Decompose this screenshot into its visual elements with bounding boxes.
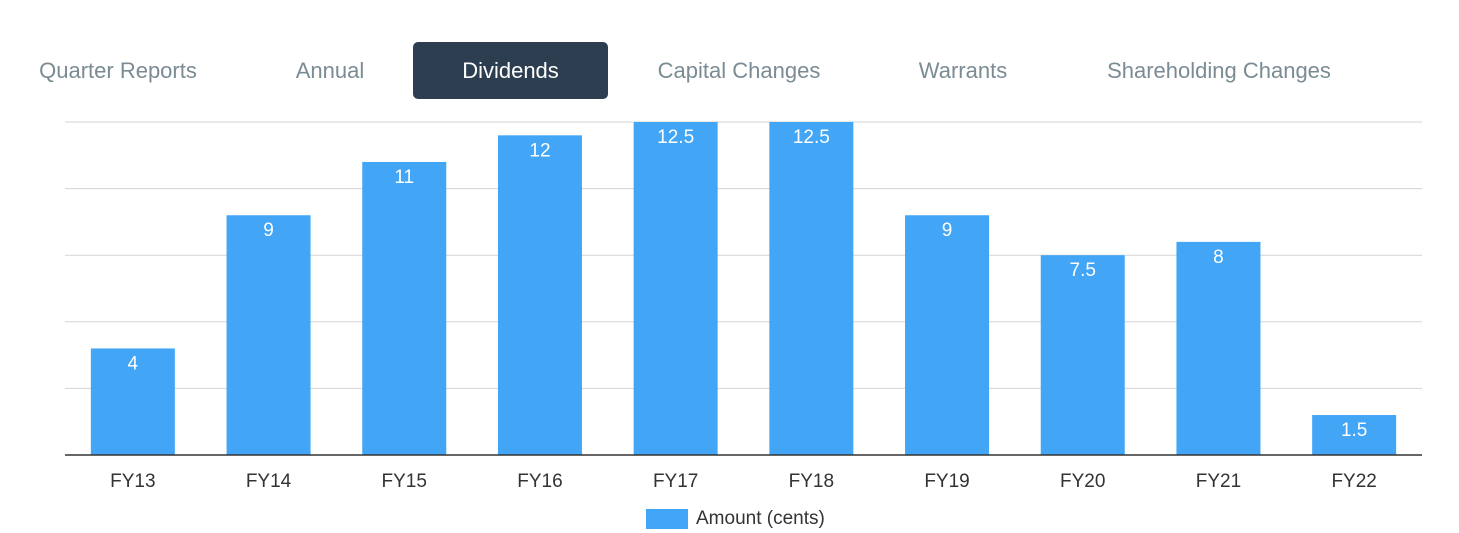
tab-bar: Quarter Reports Annual Dividends Capital… xyxy=(0,42,1459,99)
data-label: 12.5 xyxy=(657,127,694,148)
x-tick-label: FY18 xyxy=(789,471,834,492)
bar-fy21 xyxy=(1176,241,1261,455)
x-tick-label: FY22 xyxy=(1331,471,1376,492)
data-label: 12 xyxy=(529,140,550,161)
tab-annual[interactable]: Annual xyxy=(295,57,365,83)
bar-fy19 xyxy=(905,215,990,455)
tab-capital-changes[interactable]: Capital Changes xyxy=(657,57,821,83)
tab-shareholding-changes[interactable]: Shareholding Changes xyxy=(1107,57,1331,83)
bar-fy17 xyxy=(633,122,718,455)
data-label: 1.5 xyxy=(1341,420,1367,441)
x-tick-label: FY14 xyxy=(246,471,292,492)
legend-swatch xyxy=(646,509,688,529)
bar-fy16 xyxy=(497,135,582,455)
x-tick-label: FY17 xyxy=(653,471,698,492)
bar-fy18 xyxy=(769,122,854,455)
x-tick-label: FY19 xyxy=(924,471,969,492)
bar-fy22 xyxy=(1312,415,1397,455)
chart-legend: Amount (cents) xyxy=(646,507,825,531)
legend-label: Amount (cents) xyxy=(696,508,825,529)
bar-fy15 xyxy=(362,161,447,455)
data-label: 7.5 xyxy=(1070,260,1096,281)
bar-fy14 xyxy=(226,215,311,455)
tab-quarter-reports[interactable]: Quarter Reports xyxy=(39,57,197,83)
data-label: 11 xyxy=(394,167,414,188)
tab-warrants[interactable]: Warrants xyxy=(918,57,1008,83)
data-label: 9 xyxy=(263,220,274,241)
data-label: 12.5 xyxy=(793,127,830,148)
dividends-bar-chart: 4 FY13 9 FY14 11 FY15 12 FY16 12.5 FY17 12.5 FY18 9 F… xyxy=(65,121,1422,492)
x-tick-label: FY13 xyxy=(110,471,155,492)
tab-dividends[interactable]: Dividends xyxy=(413,42,608,99)
data-label: 4 xyxy=(128,353,139,374)
x-tick-label: FY15 xyxy=(382,471,427,492)
bar-fy13 xyxy=(90,348,175,455)
x-tick-label: FY20 xyxy=(1060,471,1105,492)
bar-fy20 xyxy=(1040,255,1125,455)
x-tick-label: FY21 xyxy=(1196,471,1241,492)
data-label: 9 xyxy=(942,220,953,241)
x-tick-label: FY16 xyxy=(517,471,562,492)
data-label: 8 xyxy=(1213,247,1224,268)
